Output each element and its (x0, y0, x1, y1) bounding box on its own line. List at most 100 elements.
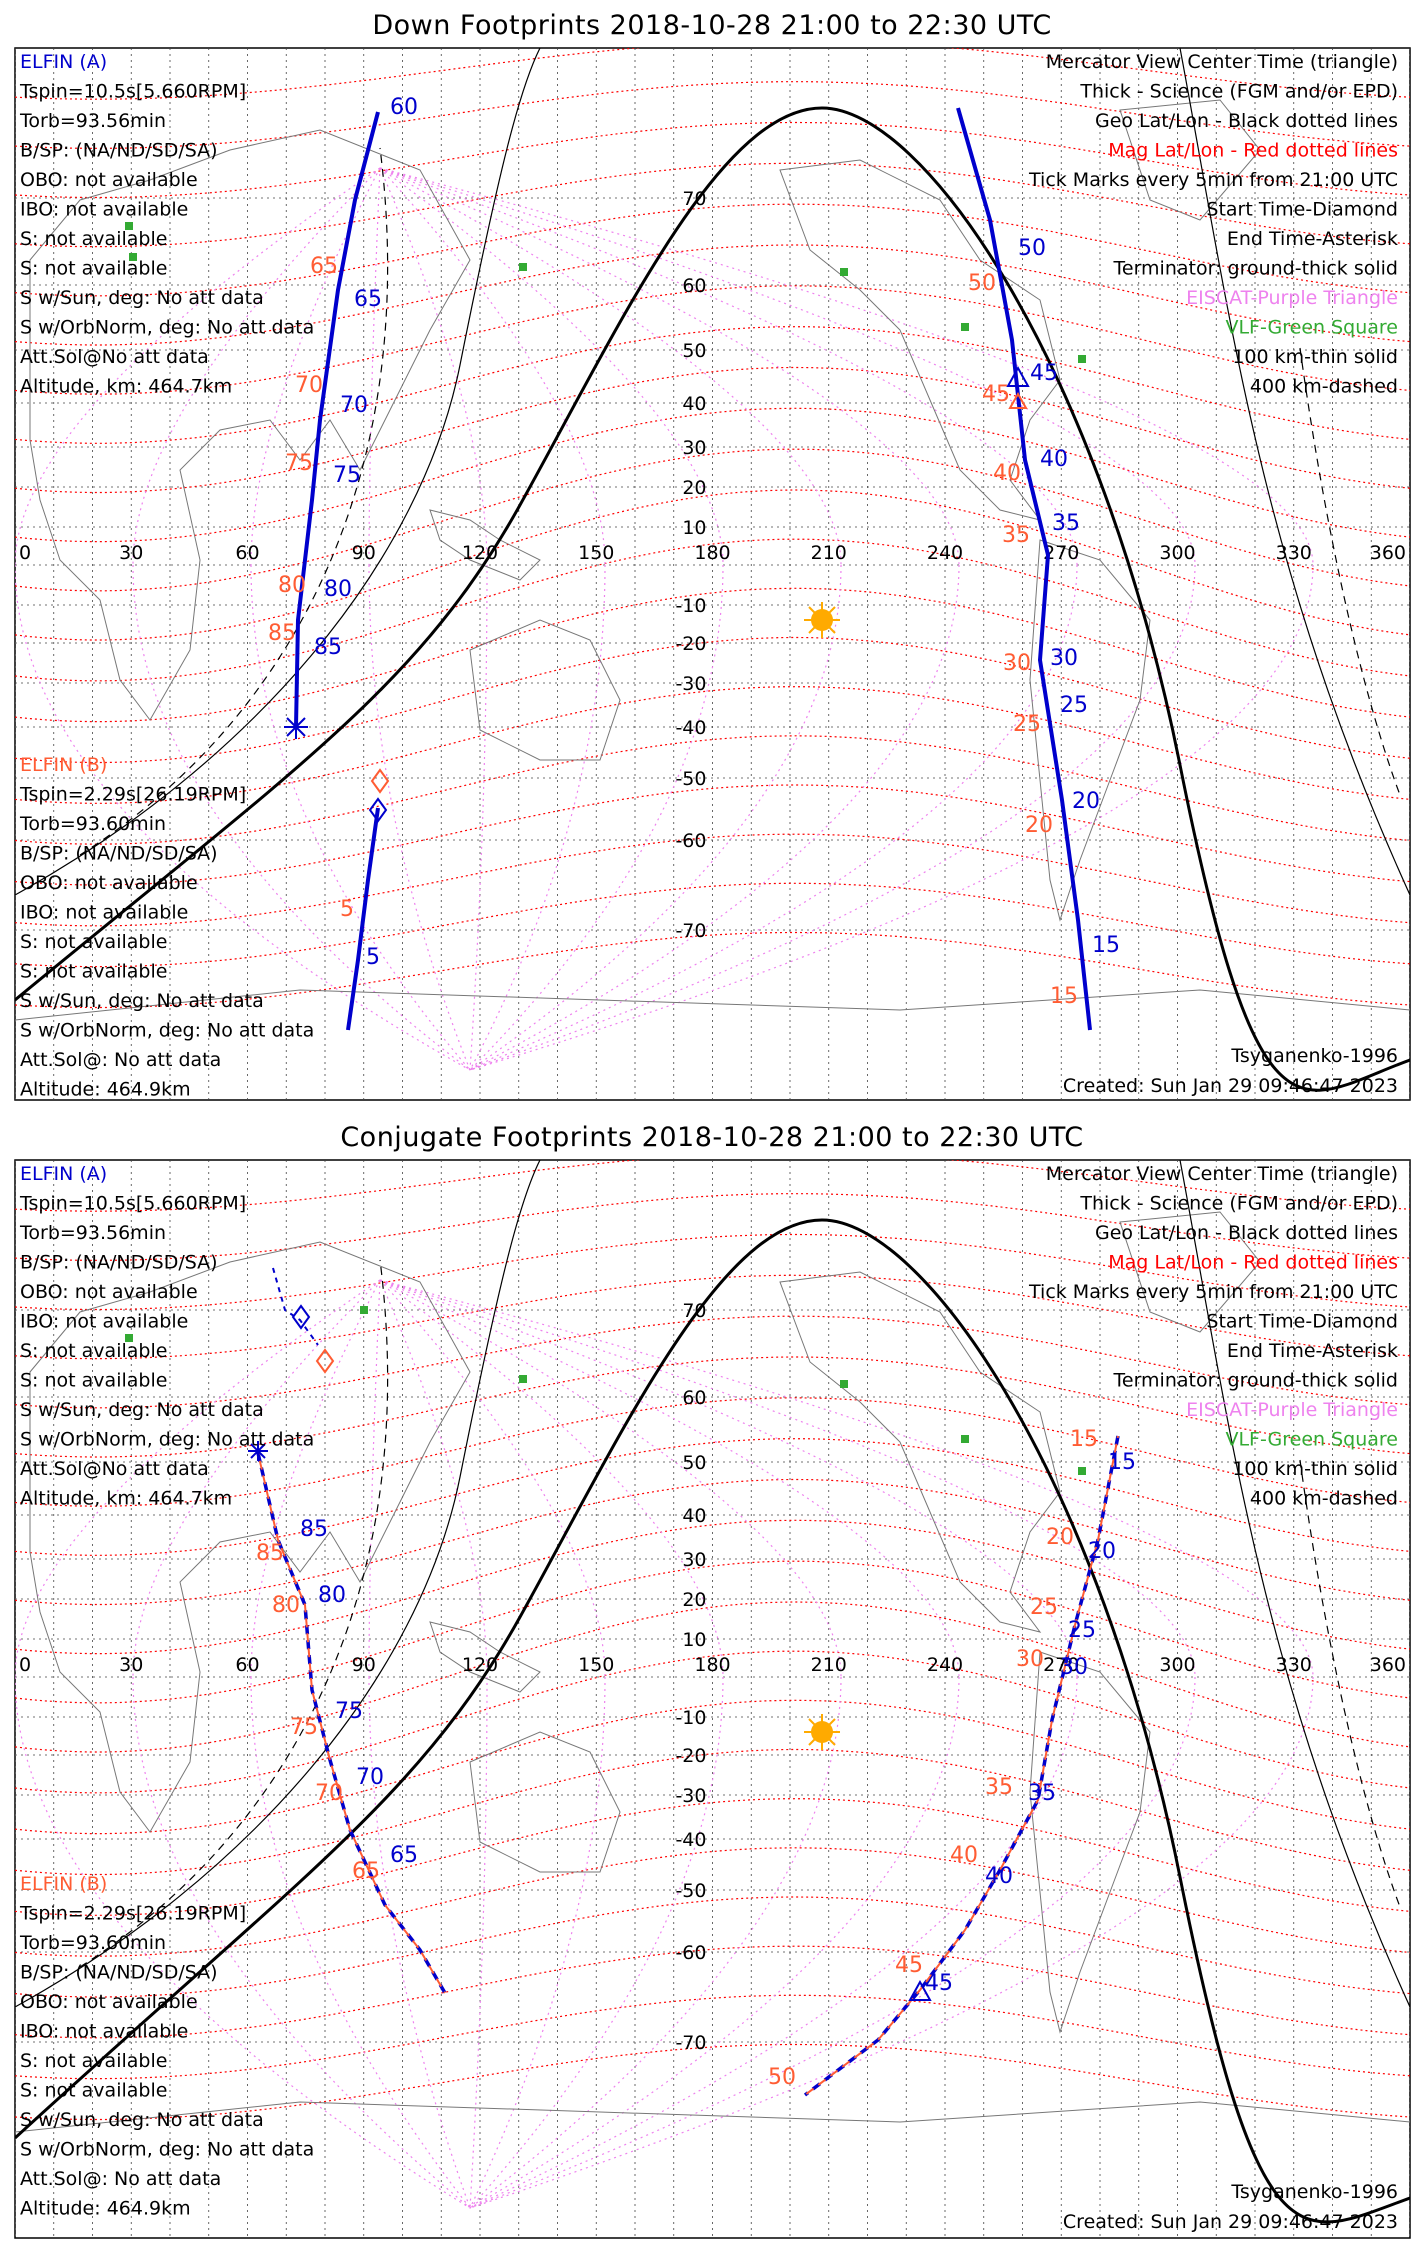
tick-label: 60 (390, 95, 418, 120)
lat-label: -10 (675, 595, 706, 617)
lon-label: 180 (694, 1654, 730, 1676)
info-line: B/SP: (NA/ND/SD/SA) (20, 843, 218, 865)
mag-longitude (469, 1676, 842, 2209)
coastline (429, 1621, 541, 1693)
mag-longitude (379, 167, 1078, 566)
coastline (1029, 539, 1151, 922)
tick-label: 40 (1040, 447, 1068, 472)
lon-label: 270 (1043, 1654, 1079, 1676)
coastline (429, 509, 541, 581)
lat-label: -20 (675, 633, 706, 655)
lon-label: 120 (462, 1654, 498, 1676)
tick-label: 85 (268, 621, 296, 646)
legend-item: Terminator: ground-thick solid (1113, 1370, 1399, 1392)
mag-latitude (15, 244, 1410, 346)
terminator-lines (15, 48, 1410, 1092)
end-asterisk (248, 1441, 268, 1461)
lon-label: 330 (1276, 542, 1312, 564)
coastline (469, 1731, 621, 1873)
mag-latitude (15, 1356, 1410, 1458)
tick-label: 30 (1003, 651, 1031, 676)
mag-longitude (379, 1279, 1078, 1678)
tick-label: 75 (333, 463, 361, 488)
lat-label: 50 (682, 340, 706, 362)
geo-grid (15, 1160, 1410, 2238)
legend-item: 400 km-dashed (1250, 1488, 1398, 1510)
tick-label: 20 (1072, 789, 1100, 814)
vlf-square (1078, 1467, 1086, 1475)
lon-label: 150 (578, 1654, 614, 1676)
mag-latitude (15, 1560, 1410, 1704)
tick-label: 70 (340, 393, 368, 418)
coastline (469, 619, 621, 761)
lat-label: -60 (675, 830, 706, 852)
lat-label: 20 (682, 477, 706, 499)
lon-label: 240 (927, 542, 963, 564)
lon-label: 60 (235, 1654, 259, 1676)
tick-label: 80 (278, 573, 306, 598)
tick-label: 20 (1046, 1525, 1074, 1550)
lon-label: 90 (352, 1654, 376, 1676)
elfin-a-start-segment (272, 1267, 319, 1346)
legend-item: Mag Lat/Lon - Red dotted lines (1108, 1252, 1398, 1274)
elfin-b-conjugate-track-west (257, 1452, 446, 1994)
info-line: ELFIN (B) (20, 1873, 107, 1895)
mag-longitude (379, 1279, 606, 1678)
sun-icon (804, 602, 840, 638)
lat-label: 60 (682, 1387, 706, 1409)
tick-label: 25 (1068, 1618, 1096, 1643)
lat-label: 40 (682, 1505, 706, 1527)
tick-label: 35 (1028, 1781, 1056, 1806)
lon-label: 210 (811, 542, 847, 564)
tick-label: 25 (1013, 712, 1041, 737)
info-line: IBO: not available (20, 902, 188, 924)
tick-label: 45 (895, 1953, 923, 1978)
legend-item: Thick - Science (FGM and/or EPD) (1079, 1193, 1398, 1215)
coastlines (15, 99, 1410, 1021)
mag-latitude (15, 1601, 1410, 1753)
mag-latitude (15, 81, 1410, 149)
info-line: Tspin=10.5s[5.660RPM] (19, 81, 246, 103)
elfin-a-track-west (294, 111, 380, 728)
tick-label: 65 (354, 287, 382, 312)
panel-title: Conjugate Footprints 2018-10-28 21:00 to… (340, 1122, 1083, 1153)
tick-label: 85 (314, 635, 342, 660)
tick-labels: 60 65 70 75 80 85 50 45 40 35 30 25 20 1… (268, 95, 1120, 1009)
info-line: ELFIN (A) (20, 51, 107, 73)
elfin-b-track (346, 807, 380, 1031)
elfin-b-info: ELFIN (B) Tspin=2.29s[26.19RPM] Torb=93.60… (19, 754, 314, 1101)
info-line: B/SP: (NA/ND/SD/SA) (20, 1252, 218, 1274)
mag-longitude (469, 1676, 1314, 2209)
created-label: Created: Sun Jan 29 09:46:47 2023 (1063, 2211, 1398, 2233)
info-line: Torb=93.60min (19, 1932, 166, 1954)
legend-item: VLF-Green Square (1225, 317, 1398, 339)
coastline (1029, 1651, 1151, 2034)
axis-labels: 0 30 60 90 120 150 180 210 240 270 300 330 360 70 60 50… (19, 1300, 1406, 2054)
legend-item: Mercator View Center Time (triangle) (1046, 51, 1398, 73)
elfin-a-track-east (956, 107, 1092, 1031)
info-line: Att.Sol@: No att data (20, 1049, 221, 1071)
info-line: Torb=93.60min (19, 813, 166, 835)
legend-item: 100 km-thin solid (1232, 1458, 1398, 1480)
mag-latitude (15, 784, 1410, 886)
lat-label: -40 (675, 1829, 706, 1851)
lat-label: 10 (682, 517, 706, 539)
mag-latitude (15, 448, 1410, 592)
lon-label: 270 (1043, 542, 1079, 564)
vlf-square (360, 1306, 368, 1314)
tick-label: 30 (1060, 1655, 1088, 1680)
terminator-100km (1179, 1160, 1410, 2008)
model-label: Tsyganenko-1996 (1230, 1045, 1398, 1067)
coastline (1119, 99, 1261, 221)
lon-label: 330 (1276, 1654, 1312, 1676)
lat-label: -10 (675, 1707, 706, 1729)
tick-label: 80 (324, 577, 352, 602)
legend-item: Mercator View Center Time (triangle) (1046, 1163, 1398, 1185)
info-line: S: not available (20, 961, 167, 983)
info-line: Altitude, km: 464.7km (20, 1488, 232, 1510)
vlf-square (961, 323, 969, 331)
tick-label: 50 (1018, 236, 1046, 261)
terminator-ground (15, 106, 1410, 1092)
info-line: ELFIN (B) (20, 754, 107, 776)
